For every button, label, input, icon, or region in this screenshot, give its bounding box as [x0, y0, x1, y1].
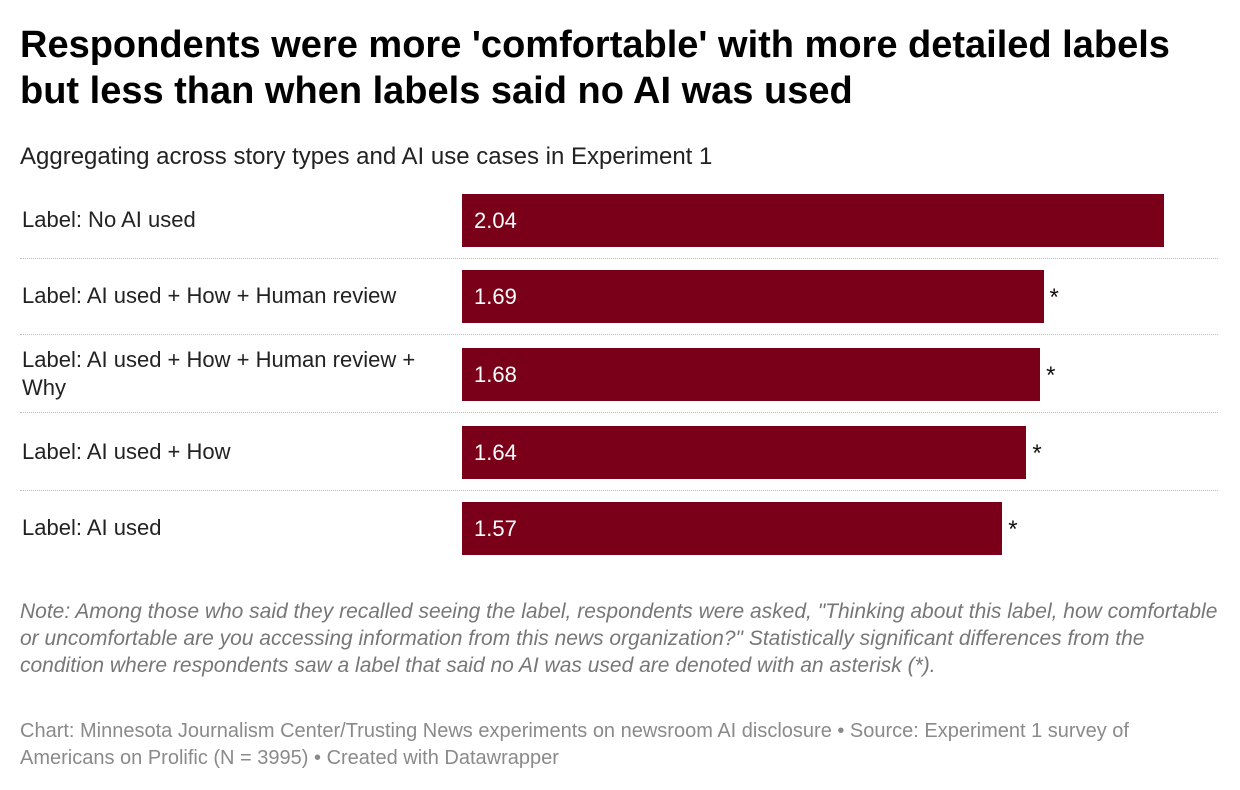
significance-asterisk: * [1008, 516, 1018, 543]
row-divider [20, 258, 1218, 259]
row-divider [20, 490, 1218, 491]
category-label: Label: No AI used [22, 207, 196, 232]
value-label: 2.04 [474, 208, 517, 233]
chart-subtitle: Aggregating across story types and AI us… [20, 143, 713, 170]
value-label: 1.64 [474, 440, 517, 465]
value-label: 1.57 [474, 516, 517, 541]
significance-asterisk: * [1032, 440, 1042, 467]
chart-title: Respondents were more 'comfortable' with… [20, 24, 1170, 112]
chart-note: Note: Among those who said they recalled… [20, 600, 1218, 677]
bar: 2.04 [462, 194, 1164, 247]
row-divider [20, 412, 1218, 413]
bar: 1.64 [462, 426, 1027, 479]
significance-asterisk: * [1049, 284, 1059, 311]
significance-asterisk: * [1046, 362, 1056, 389]
bar: 1.57 [462, 502, 1003, 555]
bar: 1.68 [462, 348, 1041, 401]
category-label: Label: AI used [22, 515, 162, 540]
row-divider [20, 334, 1218, 335]
category-label: Label: AI used + How [22, 439, 231, 464]
chart-source: Chart: Minnesota Journalism Center/Trust… [20, 720, 1129, 769]
value-label: 1.68 [474, 362, 517, 387]
bar: 1.69 [462, 270, 1044, 323]
category-label: Label: AI used + How + Human review + Wh… [22, 347, 416, 400]
category-label: Label: AI used + How + Human review [22, 283, 397, 308]
value-label: 1.69 [474, 284, 517, 309]
